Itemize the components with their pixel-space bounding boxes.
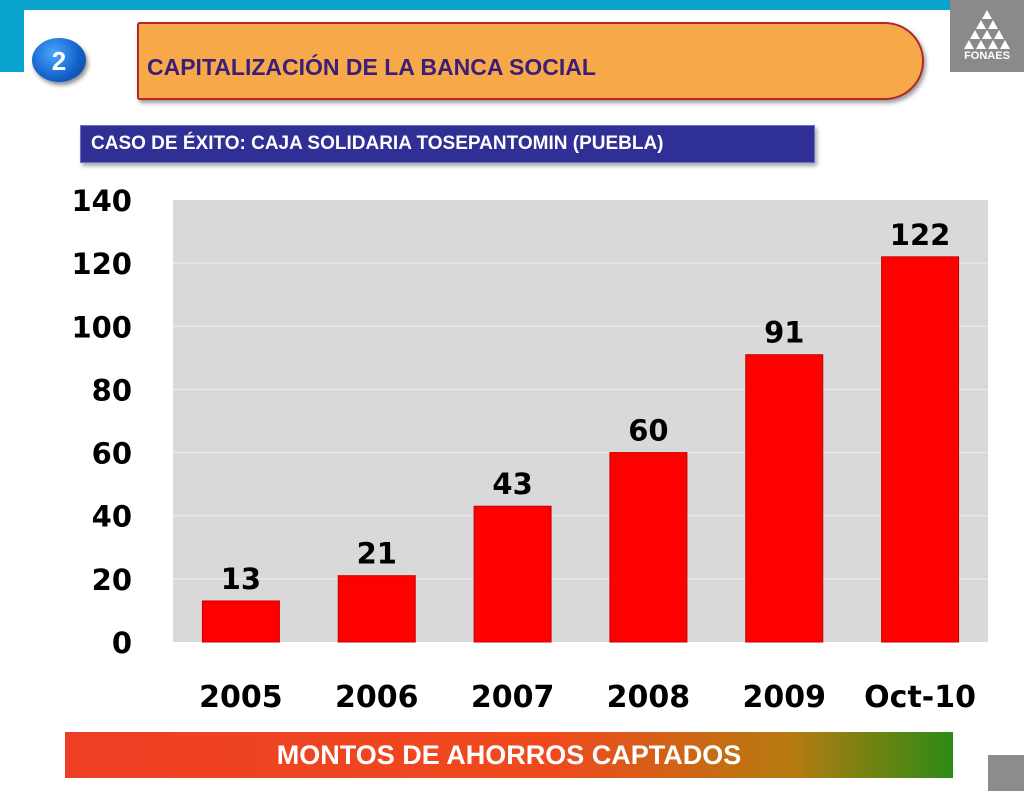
footer-banner: MONTOS DE AHORROS CAPTADOS — [65, 732, 953, 778]
bar-chart: 0 20 40 60 80 100 120 140 13 2005 21 2006 43 2007 60 20… — [71, 184, 988, 715]
y-tick-label: 120 — [71, 247, 132, 281]
data-label: 91 — [764, 316, 804, 350]
slide-subtitle: CASO DE ÉXITO: CAJA SOLIDARIA TOSEPANTOM… — [91, 133, 664, 154]
x-tick-label: 2009 — [743, 680, 827, 715]
corner-decoration — [988, 755, 1024, 791]
title-banner: CAPITALIZACIÓN DE LA BANCA SOCIAL — [137, 22, 924, 100]
data-label: 43 — [492, 467, 532, 501]
x-tick-label: 2006 — [335, 680, 419, 715]
slide-title: CAPITALIZACIÓN DE LA BANCA SOCIAL — [147, 54, 596, 80]
data-label: 60 — [628, 414, 668, 448]
y-tick-label: 20 — [92, 563, 132, 597]
x-tick-label: 2008 — [607, 680, 691, 715]
x-tick-label: 2007 — [471, 680, 555, 715]
bar — [745, 354, 824, 643]
subtitle-box: CASO DE ÉXITO: CAJA SOLIDARIA TOSEPANTOM… — [80, 125, 815, 163]
fonaes-logo: FONAES — [950, 0, 1024, 72]
triangle-logo-icon — [964, 10, 1010, 49]
bar — [201, 600, 280, 643]
slide-number-badge: 2 — [32, 38, 86, 82]
x-tick-label: 2005 — [199, 680, 283, 715]
bar — [473, 505, 552, 643]
x-tick-label: Oct-10 — [864, 680, 976, 715]
y-tick-label: 80 — [92, 373, 132, 407]
data-label: 13 — [221, 562, 261, 596]
y-tick-label: 40 — [92, 500, 132, 534]
y-tick-label: 100 — [71, 310, 132, 344]
data-label: 122 — [890, 218, 951, 252]
top-accent-bar — [0, 0, 950, 10]
left-accent-bar — [0, 0, 24, 72]
y-tick-label: 0 — [112, 626, 132, 660]
y-tick-label: 140 — [71, 184, 132, 218]
bar — [609, 452, 688, 643]
footer-title: MONTOS DE AHORROS CAPTADOS — [276, 740, 742, 770]
slide-number: 2 — [51, 46, 67, 76]
bar — [337, 575, 416, 643]
logo-text: FONAES — [964, 50, 1010, 62]
data-label: 21 — [357, 537, 397, 571]
plot-area — [173, 200, 988, 642]
bar — [881, 256, 960, 643]
y-tick-label: 60 — [92, 437, 132, 471]
